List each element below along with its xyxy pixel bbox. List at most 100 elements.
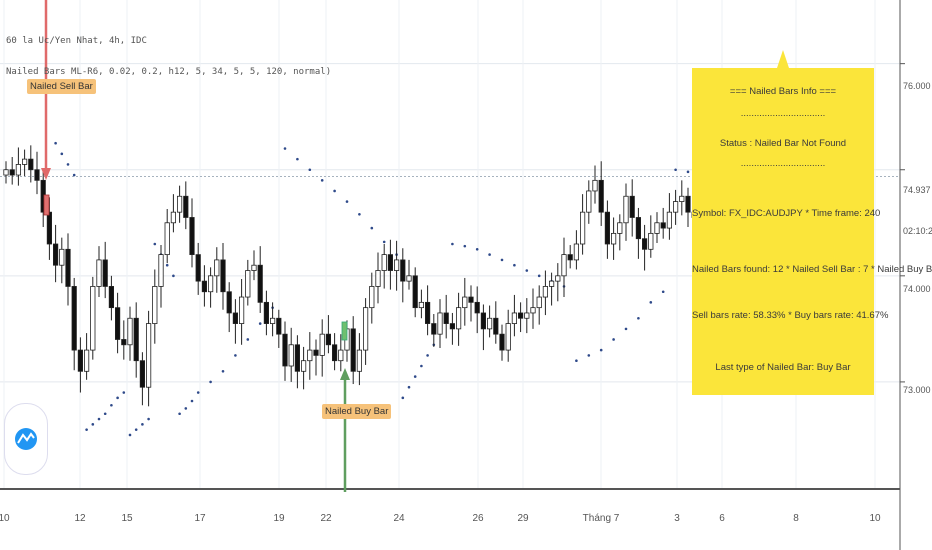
sell-arrow-head — [41, 168, 51, 180]
candle-body — [449, 323, 456, 330]
sar-dot — [153, 242, 157, 246]
x-tick-label: 8 — [793, 513, 799, 524]
sar-dot — [234, 354, 237, 357]
candle-body — [561, 254, 567, 277]
sar-dot — [85, 428, 88, 431]
candle-body — [127, 317, 133, 346]
candle-body — [604, 211, 611, 245]
legend-indicator-line: Nailed Bars ML-R6, 0.02, 0.2, h12, 5, 34… — [6, 67, 332, 77]
candle-body — [158, 254, 164, 287]
sar-dot — [426, 354, 429, 357]
sar-dot — [141, 423, 144, 426]
info-bar-rates: Sell bars rate: 58.33% * Buy bars rate: … — [692, 310, 889, 321]
candle-body — [412, 275, 418, 309]
sar-dot — [345, 200, 349, 203]
candle-body — [511, 312, 518, 324]
sar-dot — [661, 290, 665, 294]
sar-dot — [513, 263, 516, 267]
candle-body — [499, 333, 505, 351]
sar-dot — [333, 189, 336, 193]
sar-dot — [624, 327, 628, 331]
candle-body — [474, 301, 480, 314]
candle-body — [455, 307, 462, 330]
sar-dot — [178, 412, 181, 416]
sar-dot — [451, 242, 454, 246]
candle-body — [437, 312, 443, 335]
candle-body — [393, 259, 400, 271]
candle-body — [71, 286, 77, 351]
sar-dot — [54, 141, 57, 145]
sar-dot — [296, 157, 299, 161]
candle-body — [592, 179, 598, 192]
candle-body — [617, 222, 623, 234]
nailed-bar-arrows — [41, 0, 789, 492]
sar-dot — [128, 433, 132, 437]
sar-dot — [258, 322, 262, 325]
sar-dot — [172, 274, 175, 278]
tradingview-logo[interactable] — [4, 403, 48, 475]
candle-body — [263, 301, 270, 324]
candle-body — [90, 286, 96, 351]
candle-body — [338, 349, 344, 362]
sar-dot — [97, 417, 101, 421]
info-separator: ................................ — [740, 108, 826, 119]
candle-body — [207, 275, 214, 293]
candle-body — [214, 259, 220, 277]
sar-dot — [612, 338, 615, 341]
x-tick-label: 10 — [0, 513, 10, 524]
x-tick-label: 6 — [719, 513, 725, 524]
legend-symbol-line: 60 la Uc/Yen Nhat, 4h, IDC — [6, 36, 147, 46]
candle-body — [77, 349, 83, 372]
x-tick-label: 15 — [121, 513, 133, 524]
candle-body — [319, 333, 325, 356]
candle-body — [660, 222, 666, 229]
candle-body — [313, 349, 319, 356]
candle-body — [654, 222, 660, 234]
candle-body — [493, 317, 499, 335]
sar-dot — [575, 359, 578, 362]
sar-dot — [463, 244, 467, 248]
candle-body — [46, 211, 53, 245]
sar-dot — [147, 417, 150, 421]
candle-body — [34, 169, 40, 181]
sell-bar-highlight — [43, 194, 50, 216]
price-label-76: 76.000 — [903, 81, 931, 91]
sar-dot — [537, 274, 541, 278]
sar-dot — [221, 370, 225, 373]
x-tick-label: 19 — [273, 513, 285, 524]
sar-dot — [686, 170, 690, 174]
candle-body — [468, 296, 474, 303]
candle-body — [369, 286, 375, 309]
candle-body — [623, 195, 629, 224]
candle-body — [176, 195, 183, 213]
x-tick-label: 17 — [194, 513, 206, 524]
candle-body — [108, 286, 114, 309]
candle-body — [549, 280, 555, 287]
nailed-bars-info-panel: === Nailed Bars Info === ...............… — [692, 68, 932, 395]
sar-dot — [674, 168, 677, 172]
candle-body — [424, 301, 431, 324]
candle-body — [375, 270, 381, 287]
candle-body — [282, 333, 288, 367]
candle-body — [28, 158, 34, 171]
info-separator: ................................ — [740, 158, 826, 169]
candle-body — [406, 275, 412, 282]
candle-body — [362, 307, 369, 351]
candle-body — [115, 307, 121, 340]
sar-dot — [246, 338, 250, 341]
candle-body — [611, 232, 617, 245]
sar-dot — [283, 147, 287, 150]
candle-body — [195, 254, 201, 282]
x-tick-label: Tháng 7 — [582, 513, 620, 524]
candle-body — [84, 349, 90, 372]
sar-dot — [500, 258, 504, 262]
sar-dot — [72, 173, 76, 177]
x-tick-label: 22 — [320, 513, 332, 524]
sar-dot — [649, 301, 653, 304]
x-tick-label: 24 — [393, 513, 405, 524]
info-last-type: Last type of Nailed Bar: Buy Bar — [715, 362, 851, 373]
sar-dot — [66, 163, 70, 166]
candle-body — [518, 312, 524, 319]
candle-body — [59, 248, 65, 266]
sar-dot — [196, 391, 200, 394]
